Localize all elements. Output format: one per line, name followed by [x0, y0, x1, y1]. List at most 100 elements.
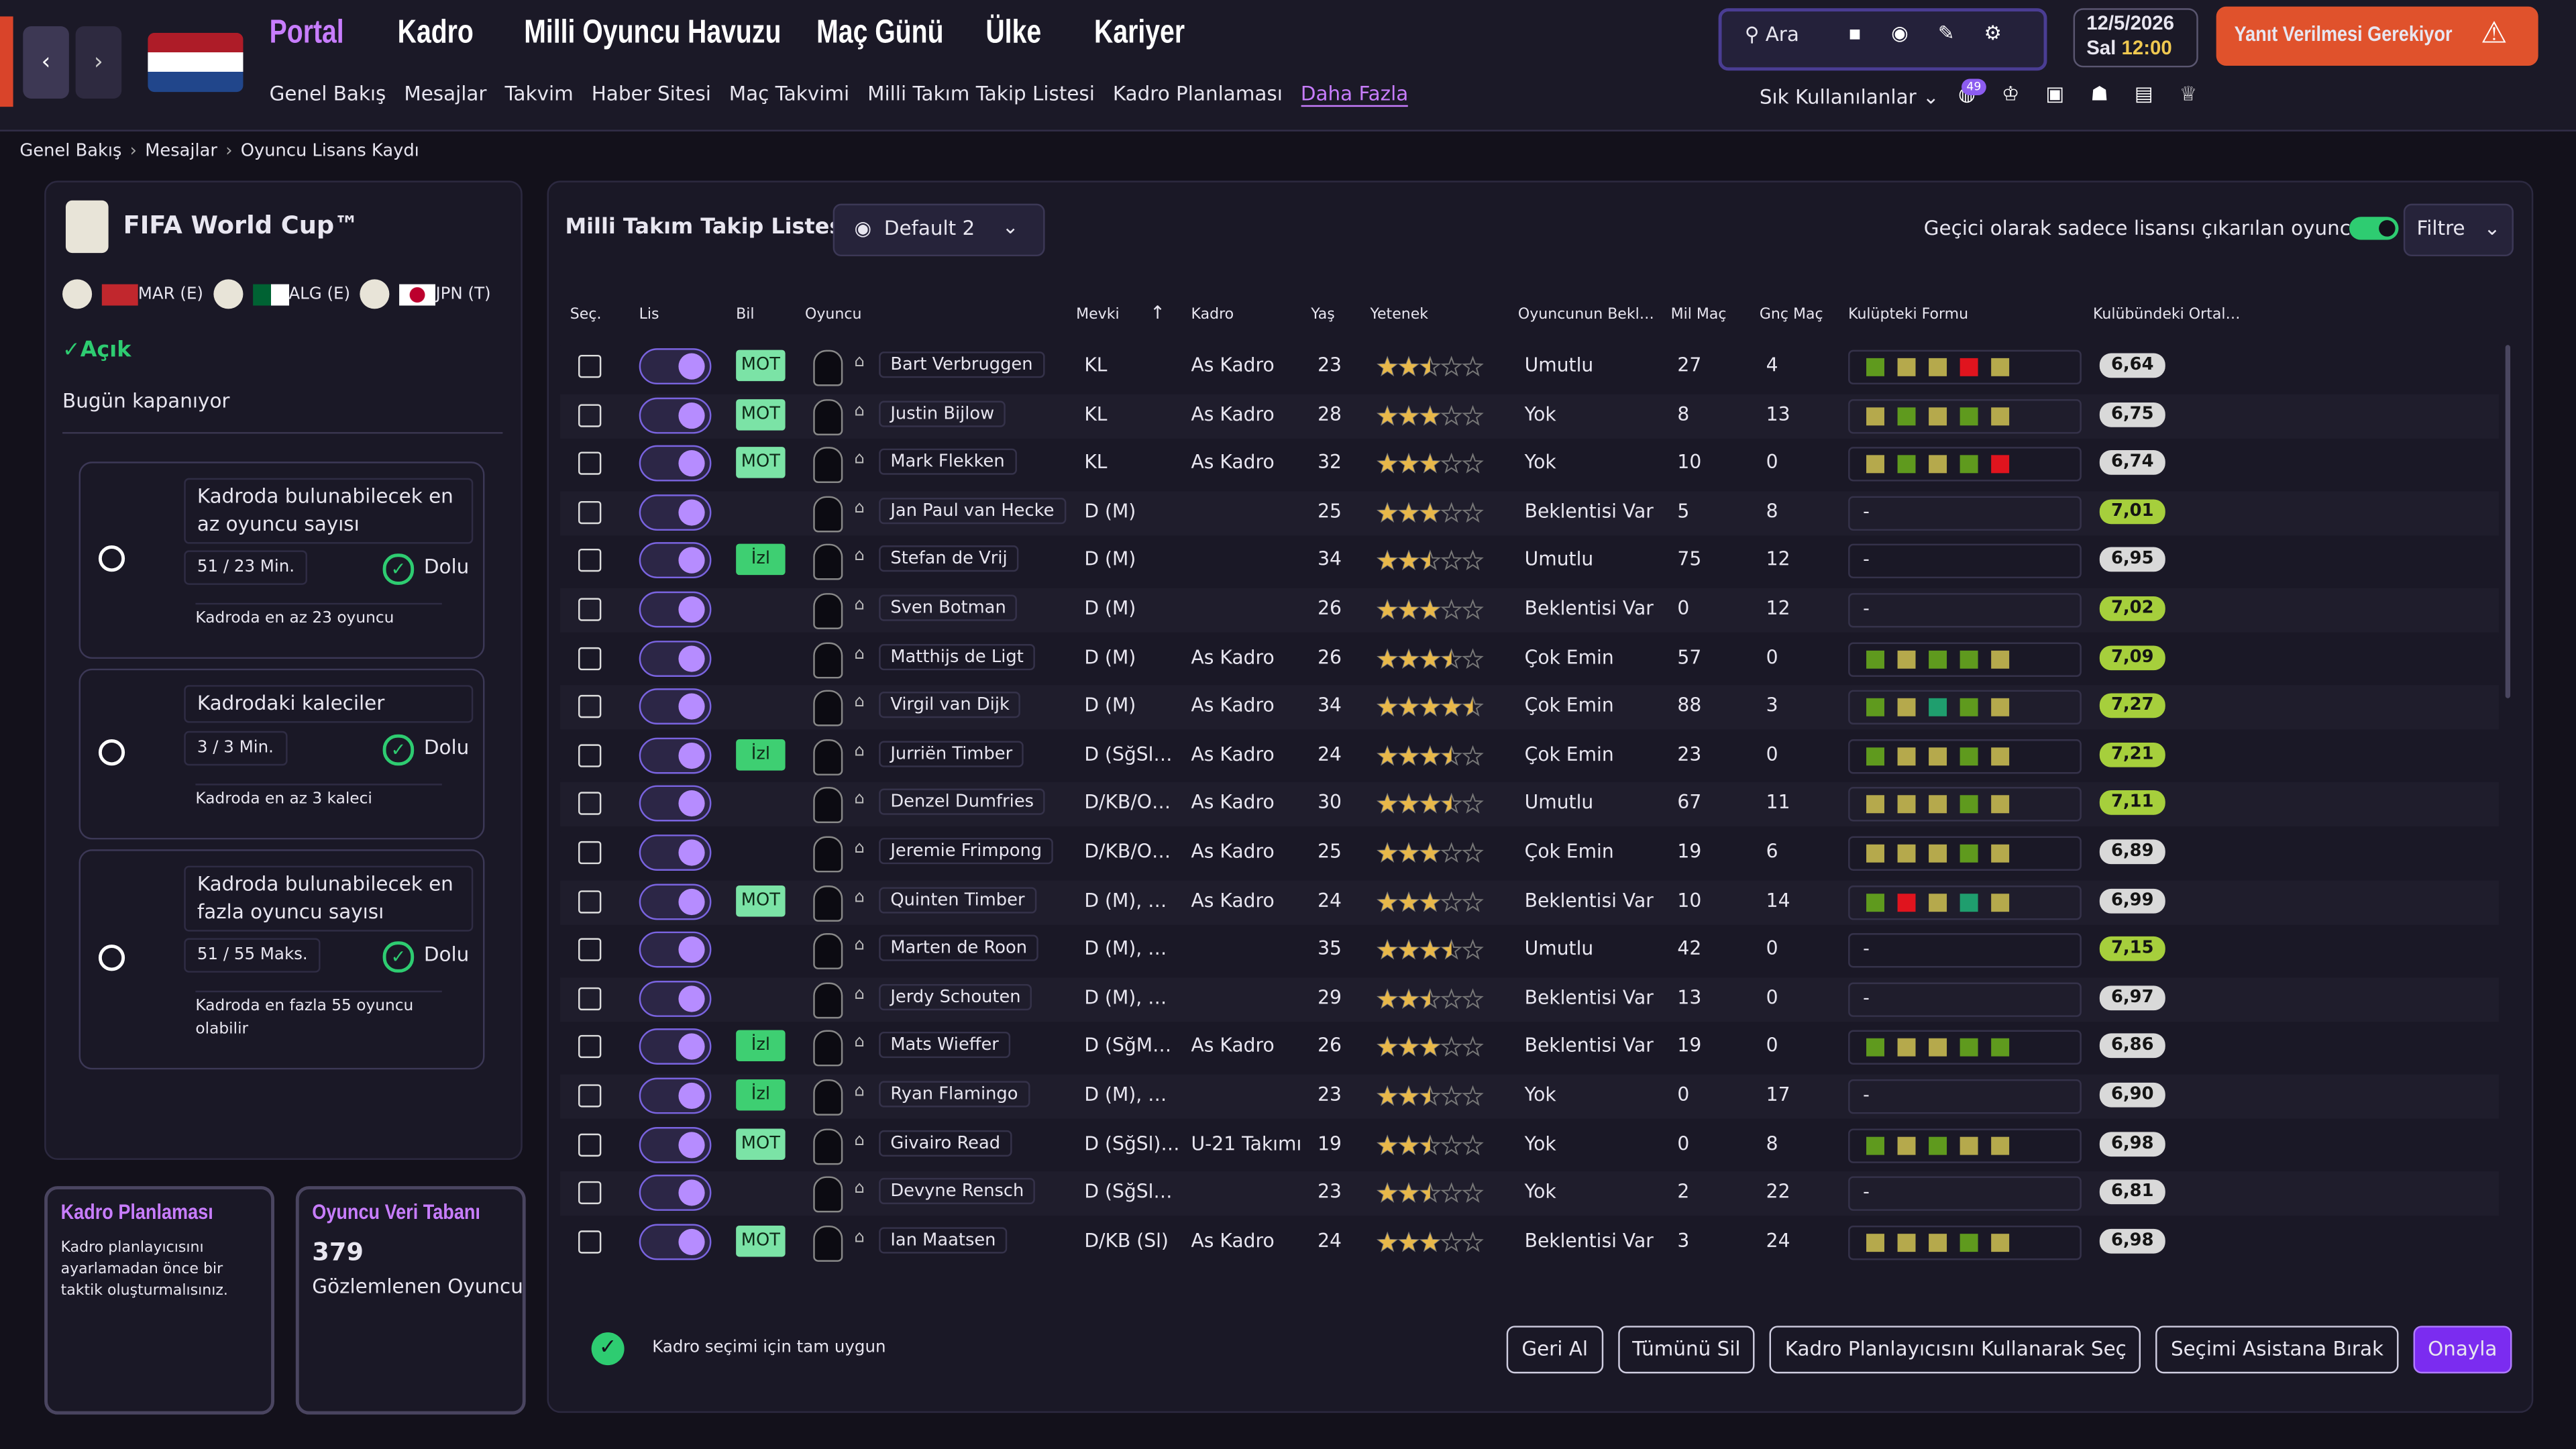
nav-item[interactable]: Ülke	[985, 15, 1094, 58]
license-toggle[interactable]	[639, 445, 712, 482]
player-name[interactable]: Virgil van Dijk	[879, 692, 1022, 718]
license-toggle[interactable]	[639, 737, 712, 773]
player-name[interactable]: Denzel Dumfries	[879, 789, 1046, 816]
checkbox[interactable]	[578, 1035, 602, 1059]
license-toggle[interactable]	[639, 348, 712, 385]
nav-item[interactable]: Milli Oyuncu Havuzu	[524, 15, 816, 58]
checkbox[interactable]	[578, 354, 602, 378]
nav-item[interactable]: Portal	[270, 15, 398, 58]
license-toggle[interactable]	[639, 1029, 712, 1065]
sub-nav-item[interactable]: Takvim	[504, 82, 574, 105]
player-name[interactable]: Mark Flekken	[879, 449, 1016, 476]
player-name[interactable]: Sven Botman	[879, 594, 1018, 621]
checkbox[interactable]	[578, 646, 602, 670]
sub-nav-item[interactable]: Milli Takım Takip Listesi	[867, 82, 1095, 105]
column-header[interactable]: Oyuncu	[805, 307, 862, 324]
player-name[interactable]: Mats Wieffer	[879, 1032, 1011, 1059]
breadcrumb-item[interactable]: Genel Bakış	[19, 141, 122, 162]
player-name[interactable]: Devyne Rensch	[879, 1178, 1036, 1205]
column-header[interactable]: Seç.	[570, 307, 602, 324]
breadcrumb-item[interactable]: Mesajlar	[145, 141, 217, 162]
radio[interactable]	[98, 739, 125, 766]
planning-card[interactable]	[44, 1186, 274, 1415]
sub-nav-item[interactable]: Mesajlar	[404, 82, 487, 105]
player-name[interactable]: Ryan Flamingo	[879, 1081, 1030, 1108]
license-toggle[interactable]	[639, 396, 712, 433]
radio[interactable]	[98, 945, 125, 971]
favorite-icons[interactable]: ◍♔▣☗▤♕	[1958, 82, 2224, 105]
checkbox[interactable]	[578, 1132, 602, 1157]
checkbox[interactable]	[578, 695, 602, 718]
footer-button[interactable]: Onayla	[2413, 1326, 2512, 1374]
alert-button[interactable]	[2216, 6, 2538, 66]
column-header[interactable]: Gnç Maç	[1759, 307, 1823, 324]
player-name[interactable]: Jeremie Frimpong	[879, 837, 1054, 865]
favorites[interactable]: Sık Kullanılanlar ⌄	[1759, 85, 1939, 109]
player-name[interactable]: Matthijs de Ligt	[879, 643, 1035, 670]
license-toggle[interactable]	[639, 786, 712, 822]
column-header[interactable]: Kulüpteki Formu	[1848, 307, 1969, 324]
player-name[interactable]: Givairo Read	[879, 1129, 1012, 1157]
forward-button[interactable]: ›	[75, 26, 122, 99]
license-toggle[interactable]	[639, 591, 712, 628]
checkbox[interactable]	[578, 598, 602, 621]
checkbox[interactable]	[578, 987, 602, 1010]
column-header[interactable]: Lis	[639, 307, 659, 324]
checkbox[interactable]	[578, 1181, 602, 1205]
checkbox[interactable]	[578, 792, 602, 816]
checkbox[interactable]	[578, 1084, 602, 1108]
nav-item[interactable]: Kadro	[398, 15, 525, 58]
license-toggle[interactable]	[639, 494, 712, 531]
footer-button[interactable]: Tümünü Sil	[1617, 1326, 1756, 1374]
column-header[interactable]: Kadro	[1191, 307, 1234, 324]
player-name[interactable]: Jurriën Timber	[879, 740, 1024, 767]
checkbox[interactable]	[578, 1230, 602, 1254]
player-name[interactable]: Stefan de Vrij	[879, 546, 1019, 573]
column-header[interactable]: Oyuncunun Bekl…	[1517, 307, 1654, 324]
nav-item[interactable]: Maç Günü	[816, 15, 985, 58]
column-header[interactable]: Yaş	[1311, 307, 1335, 324]
filter-button[interactable]	[2403, 203, 2514, 257]
checkbox[interactable]	[578, 743, 602, 767]
license-toggle[interactable]	[639, 835, 712, 871]
license-toggle[interactable]	[639, 688, 712, 725]
search[interactable]: ⚲ Ara	[1744, 23, 1799, 46]
license-toggle[interactable]	[639, 932, 712, 968]
license-toggle[interactable]	[639, 1126, 712, 1163]
player-name[interactable]: Quinten Timber	[879, 886, 1036, 913]
checkbox[interactable]	[578, 549, 602, 573]
sub-nav-item[interactable]: Genel Bakış	[269, 82, 386, 105]
player-name[interactable]: Bart Verbruggen	[879, 352, 1044, 378]
breadcrumb-item[interactable]: Oyuncu Lisans Kaydı	[240, 141, 419, 162]
footer-button[interactable]: Geri Al	[1507, 1326, 1603, 1374]
column-header[interactable]: Yetenek	[1370, 307, 1429, 324]
column-header[interactable]: Mil Maç	[1670, 307, 1727, 324]
radio[interactable]	[98, 545, 125, 572]
sub-nav-item[interactable]: Kadro Planlaması	[1112, 82, 1283, 105]
license-toggle[interactable]	[639, 1223, 712, 1260]
checkbox[interactable]	[578, 451, 602, 476]
license-toggle[interactable]	[639, 640, 712, 676]
checkbox[interactable]	[578, 841, 602, 865]
back-button[interactable]: ‹	[23, 26, 69, 99]
checkbox[interactable]	[578, 403, 602, 427]
checkbox[interactable]	[578, 500, 602, 524]
license-toggle[interactable]	[639, 883, 712, 920]
column-header[interactable]: Kulübündeki Ortal…	[2093, 307, 2241, 324]
player-name[interactable]: Marten de Roon	[879, 934, 1039, 962]
checkbox[interactable]	[578, 938, 602, 962]
sub-nav-item[interactable]: Haber Sitesi	[591, 82, 711, 105]
database-card[interactable]	[295, 1186, 526, 1415]
checkbox[interactable]	[578, 890, 602, 913]
toggle[interactable]	[2349, 217, 2399, 240]
license-toggle[interactable]	[639, 1077, 712, 1114]
footer-button[interactable]: Kadro Planlayıcısını Kullanarak Seç	[1770, 1326, 2141, 1374]
toolbar-icons[interactable]: ▪◉✎⚙	[1848, 21, 2031, 45]
view-select[interactable]	[833, 203, 1045, 257]
sub-nav-item[interactable]: Maç Takvimi	[729, 82, 850, 105]
nav-item[interactable]: Kariyer	[1094, 15, 1226, 58]
license-toggle[interactable]	[639, 980, 712, 1017]
scrollbar[interactable]	[2505, 345, 2511, 698]
player-name[interactable]: Jerdy Schouten	[879, 983, 1032, 1010]
license-toggle[interactable]	[639, 543, 712, 579]
